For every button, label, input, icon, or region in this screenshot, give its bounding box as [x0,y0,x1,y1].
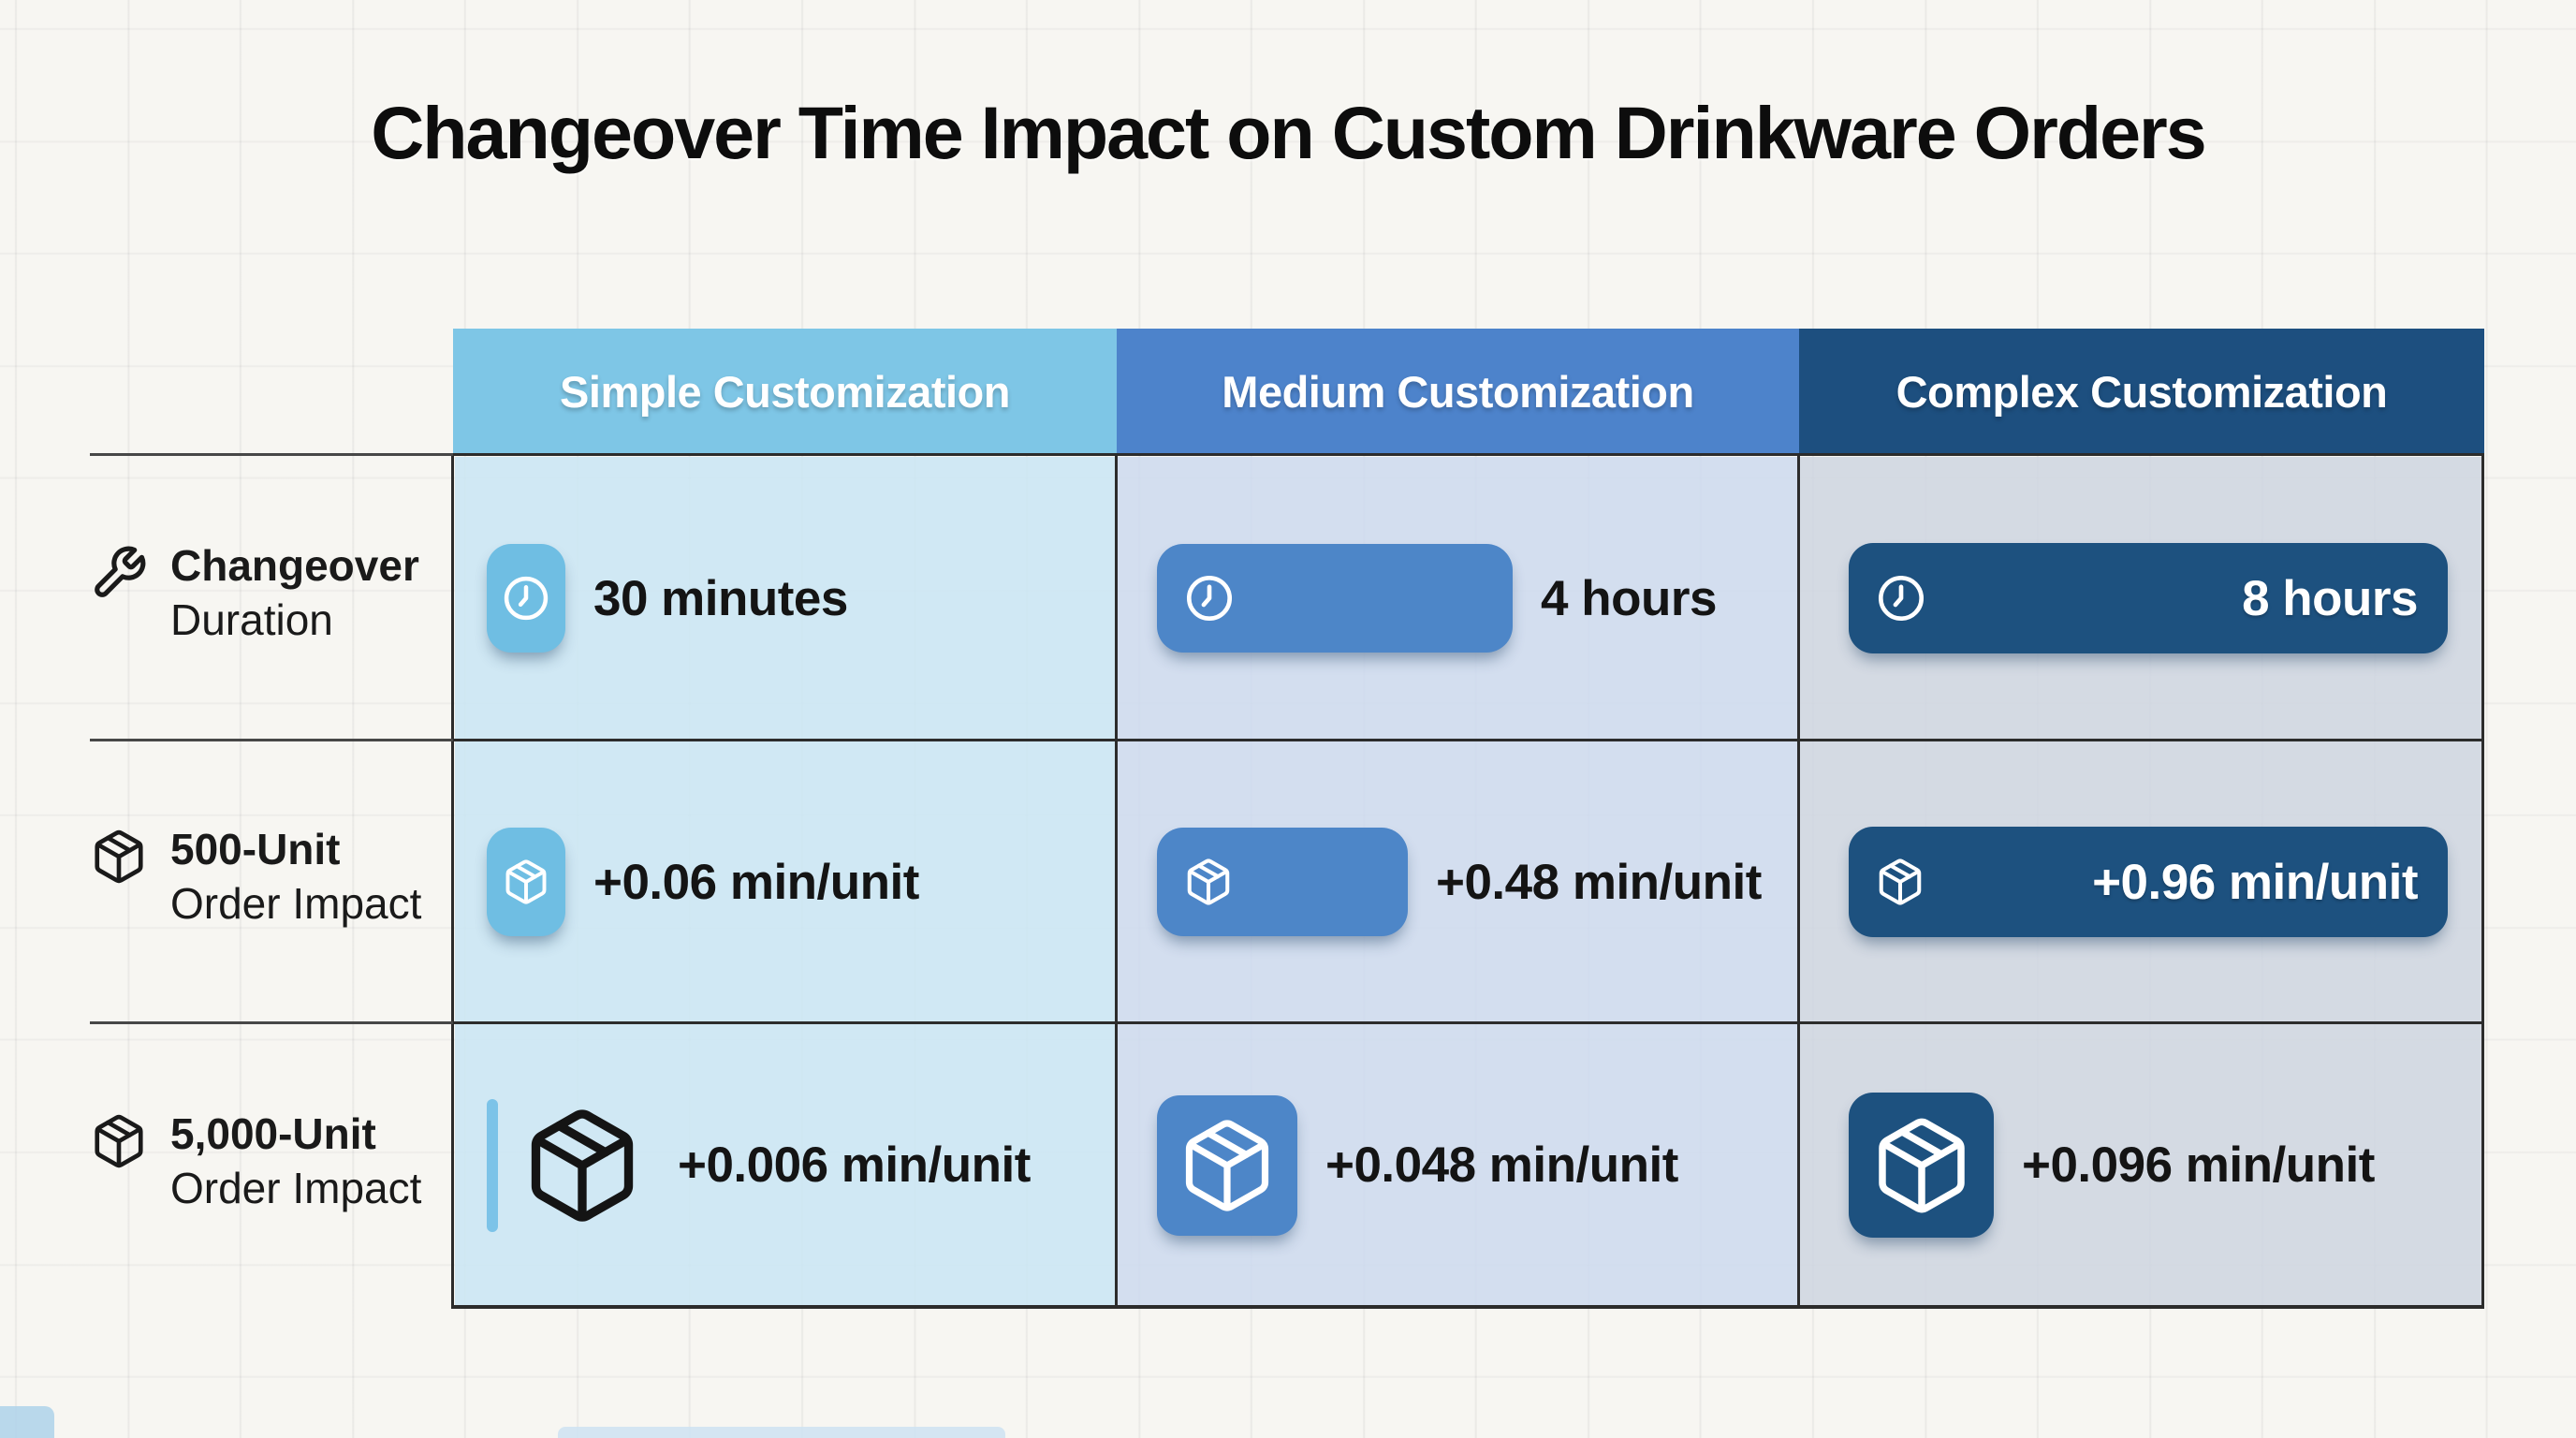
table-border-left [451,453,454,1309]
cell-value: +0.48 min/unit [1436,854,1762,910]
column-header-complex-label: Complex Customization [1895,367,2388,417]
row-label-line2: Order Impact [170,879,422,928]
cell-500unit-simple: +0.06 min/unit [455,741,1115,1022]
cell-500unit-medium: +0.48 min/unit [1118,741,1797,1022]
package-icon [502,858,550,906]
column-header-simple: Simple Customization [453,329,1117,455]
table-border-right [2481,453,2484,1309]
label-divider-2 [90,739,453,741]
bottom-edge-artifact [0,1406,54,1438]
row-label-line2: Duration [170,595,333,644]
cell-value: +0.96 min/unit [2092,854,2418,910]
duration-badge-complex: 8 hours [1849,543,2448,653]
row-label-text: Changeover Duration [170,538,419,647]
duration-badge-medium [1157,544,1513,653]
cell-changeover-simple: 30 minutes [455,457,1115,740]
bottom-edge-artifact [558,1427,1005,1438]
cell-changeover-medium: 4 hours [1118,457,1797,740]
row-label-text: 5,000-Unit Order Impact [170,1107,421,1215]
wrench-icon [90,544,148,602]
impact-tile-medium [1157,1094,1297,1236]
page-title: Changeover Time Impact on Custom Drinkwa… [371,91,2206,174]
cell-value: 4 hours [1541,570,1717,626]
cell-value: +0.06 min/unit [593,854,919,910]
column-header-complex: Complex Customization [1799,329,2484,455]
package-icon [1183,857,1234,907]
impact-badge-simple [487,828,565,936]
cell-value: 8 hours [2242,570,2418,626]
row-label-changeover-duration: Changeover Duration [90,538,451,647]
row-label-line2: Order Impact [170,1164,422,1212]
impact-badge-complex: +0.96 min/unit [1849,827,2448,937]
label-divider-1 [90,453,453,456]
clock-icon [1875,572,1927,624]
row-label-500-unit: 500-Unit Order Impact [90,822,451,931]
cell-5000unit-medium: +0.048 min/unit [1118,1024,1797,1306]
row-label-line1: 5,000-Unit [170,1109,376,1158]
cell-value: +0.096 min/unit [2022,1137,2375,1193]
package-icon [520,1104,644,1227]
cell-500unit-complex: +0.96 min/unit [1800,741,2481,1022]
column-header-simple-label: Simple Customization [560,367,1010,417]
clock-icon [501,573,551,624]
package-icon [90,828,148,886]
impact-tile-complex [1849,1093,1994,1238]
cell-5000unit-simple: +0.006 min/unit [455,1024,1115,1306]
accent-bar [487,1098,498,1232]
row-label-5000-unit: 5,000-Unit Order Impact [90,1107,451,1215]
cell-value: +0.048 min/unit [1325,1137,1678,1193]
impact-badge-medium [1157,828,1408,936]
clock-icon [1183,572,1236,624]
column-header-medium: Medium Customization [1117,329,1799,455]
label-divider-3 [90,1021,453,1024]
package-icon [1875,857,1925,907]
package-icon [1177,1115,1278,1216]
row-label-line1: Changeover [170,541,419,590]
row-label-line1: 500-Unit [170,825,341,873]
duration-badge-simple [487,544,565,653]
column-header-medium-label: Medium Customization [1222,367,1694,417]
package-icon [90,1112,148,1170]
cell-value: +0.006 min/unit [678,1137,1031,1193]
cell-value: 30 minutes [593,570,848,626]
row-label-text: 500-Unit Order Impact [170,822,421,931]
package-icon [1869,1113,1974,1218]
cell-5000unit-complex: +0.096 min/unit [1800,1024,2481,1306]
cell-changeover-complex: 8 hours [1800,457,2481,740]
